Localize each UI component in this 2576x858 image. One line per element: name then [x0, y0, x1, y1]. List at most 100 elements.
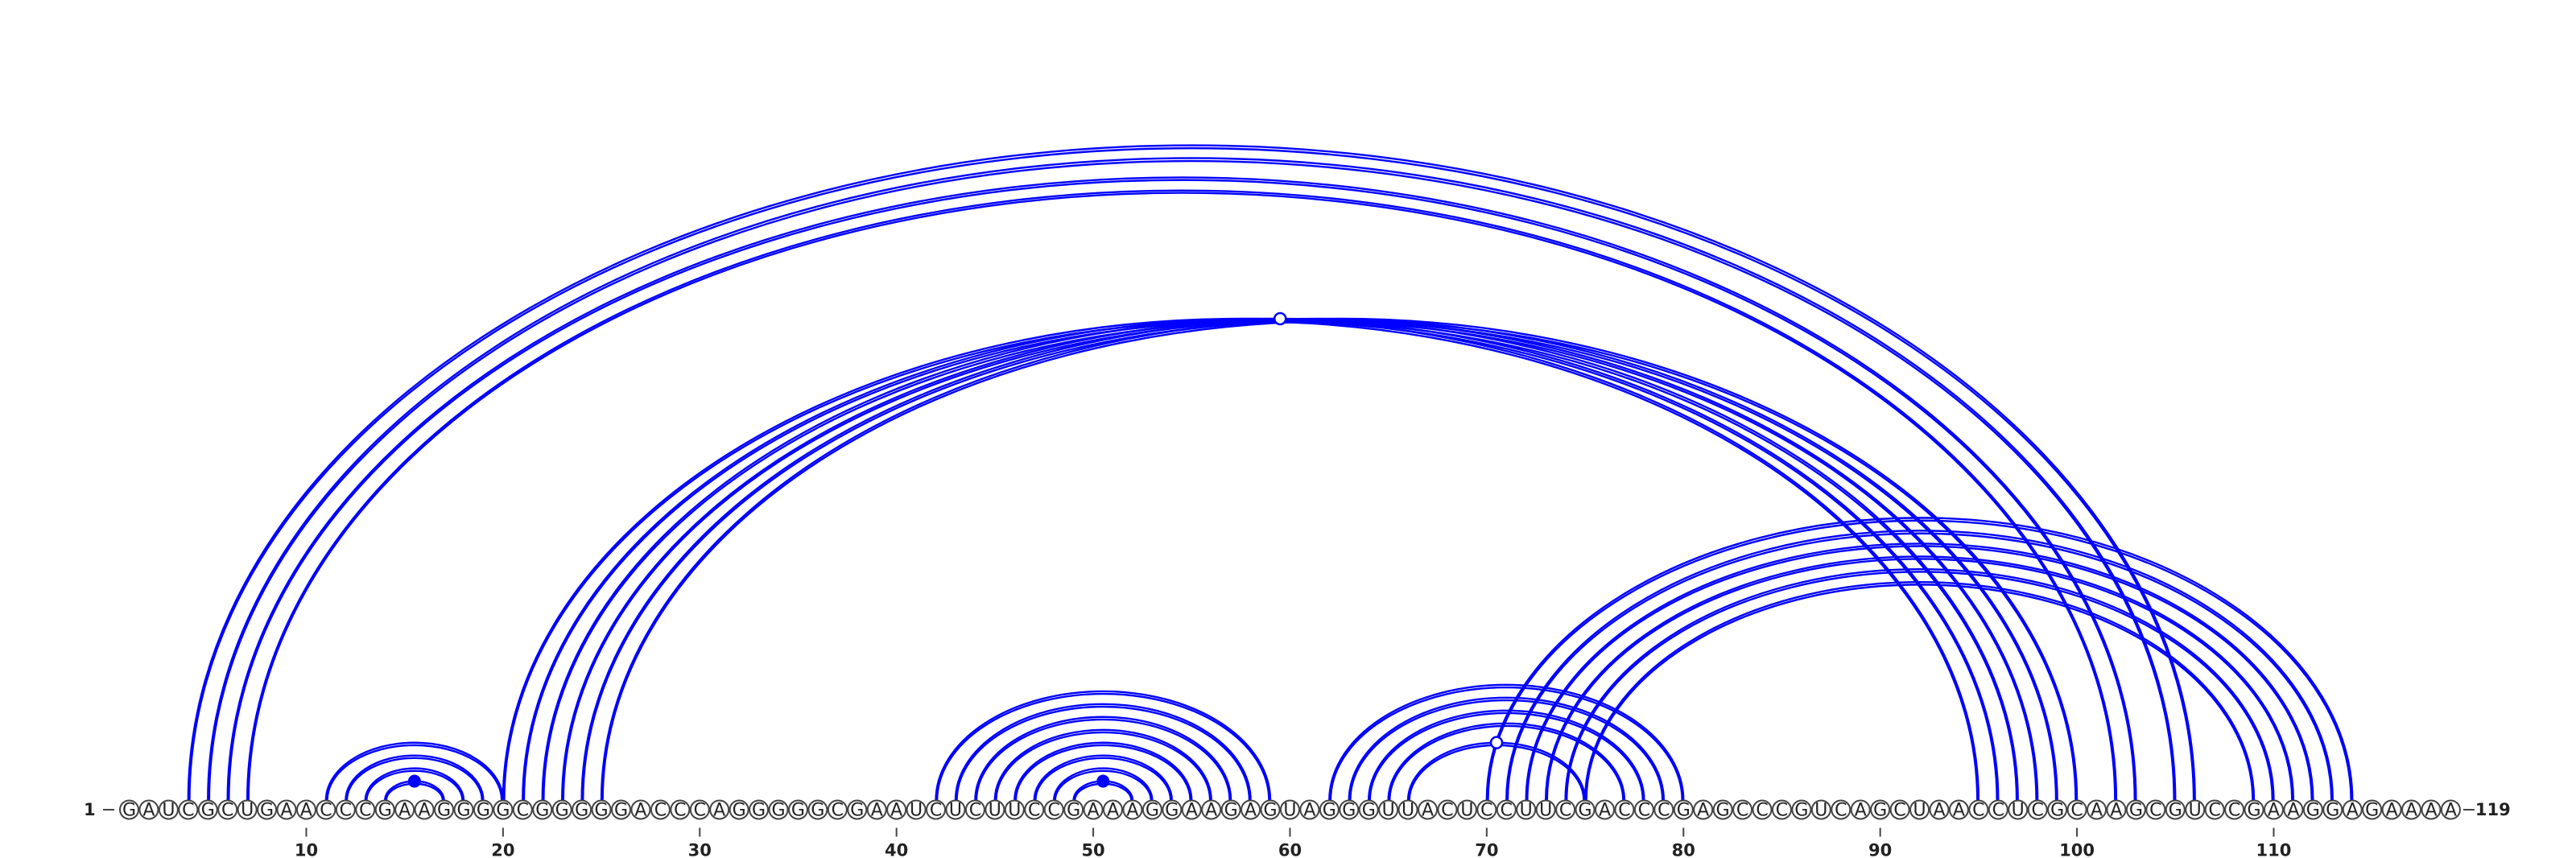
nucleotide-letter: G: [1263, 801, 1277, 821]
nucleotide-circle: [1575, 799, 1596, 820]
nucleotide-circle: [1889, 799, 1910, 820]
pair-arc: [974, 716, 1232, 801]
position-axis: 10 20 30 40 50 60 70 80 90 100 110: [295, 827, 2291, 858]
nucleotide-letter: C: [1501, 801, 1513, 821]
nucleotide-circle: [2087, 799, 2107, 820]
nucleotide-letter: G: [555, 801, 569, 821]
pair-arc: [1487, 519, 2352, 801]
nucleotide-letter: G: [733, 801, 746, 821]
pair-arc: [1034, 757, 1172, 801]
nucleotide-letter: A: [1245, 801, 1257, 821]
pair-arc: [600, 317, 2079, 801]
nucleotide-letter: G: [2169, 801, 2182, 821]
nucleotide-letter: A: [1186, 801, 1198, 821]
nucleotide-letter: G: [850, 801, 864, 821]
nucleotide-circle: [1693, 799, 1714, 820]
nucleotide-letter: A: [1855, 801, 1867, 821]
nucleotide-letter: C: [1618, 801, 1630, 821]
pair-arc: [522, 317, 2000, 801]
nucleotide-letter: C: [674, 801, 686, 821]
nucleotide-circle: [2322, 799, 2343, 820]
nucleotide-letter: C: [517, 801, 529, 821]
pair-arc: [1564, 568, 2275, 801]
nucleotide-circle: [414, 799, 435, 820]
nucleotide-letter: U: [2189, 801, 2202, 821]
nucleotide-circle: [335, 799, 356, 820]
position-tick-label: 90: [1868, 841, 1892, 858]
nucleotide-letter: C: [2031, 801, 2043, 821]
nucleotide-letter: C: [340, 801, 352, 821]
nucleotide-circle: [572, 799, 592, 820]
nucleotide-letter: A: [2091, 801, 2103, 821]
nucleotide-letter: G: [752, 801, 766, 821]
nucleotide-circle: [1771, 799, 1792, 820]
nucleotide-circle: [768, 799, 789, 820]
nucleotide-letter: C: [1992, 801, 2004, 821]
nucleotide-circle: [237, 799, 258, 820]
pair-arc: [228, 179, 2136, 801]
nucleotide-letter: G: [122, 801, 136, 821]
pair-arc: [1389, 724, 1624, 801]
position-tick-label: 100: [2059, 841, 2095, 858]
nucleotide-circle: [2263, 799, 2284, 820]
nucleotide-circle: [1831, 799, 1852, 820]
nucleotide-letter: G: [2306, 801, 2320, 821]
nucleotide-letter: U: [1382, 801, 1395, 821]
pair-arc: [935, 690, 1272, 801]
nucleotide-letter: G: [1146, 801, 1159, 821]
nucleotide-circle: [2066, 799, 2087, 820]
nucleotide-letter: G: [1165, 801, 1179, 821]
nucleotide-circle: [1752, 799, 1773, 820]
position-tick-label: 40: [885, 841, 908, 858]
nucleotide-circle: [1378, 799, 1399, 820]
nucleotide-letter: A: [634, 801, 646, 821]
nucleotide-circle: [1437, 799, 1458, 820]
nucleotide-letter: G: [811, 801, 824, 821]
nucleotide-letter: U: [989, 801, 1001, 821]
nucleotide-circle: [1595, 799, 1615, 820]
nucleotide-circle: [2165, 799, 2186, 820]
nucleotide-circle: [2106, 799, 2127, 820]
nucleotide-circle: [1968, 799, 1989, 820]
nucleotide-circle: [1870, 799, 1891, 820]
nucleotide-circle: [807, 799, 828, 820]
nucleotide-circle: [670, 799, 691, 820]
nucleotide-letter: C: [2149, 801, 2161, 821]
nucleotide-circle: [2362, 799, 2383, 820]
nucleotide-letter: A: [280, 801, 292, 821]
start-position-label: 1: [84, 800, 96, 819]
nucleotide-letter: C: [1480, 801, 1492, 821]
nucleotide-circle: [2008, 799, 2029, 820]
nucleotide-letter: C: [1559, 801, 1571, 821]
nucleotide-circle: [1673, 799, 1694, 820]
nucleotide-letter: G: [456, 801, 470, 821]
nucleotide-letter: G: [201, 801, 215, 821]
nucleotide-circle: [2381, 799, 2402, 820]
pair-arc: [562, 320, 2037, 801]
nucleotide-letter: A: [2425, 801, 2437, 821]
pair-arc: [1583, 581, 2256, 801]
nucleotide-circle: [945, 799, 966, 820]
nucleotide-letter: U: [162, 801, 175, 821]
nucleotide-circle: [1181, 799, 1202, 820]
nucleotide-letter: A: [2347, 801, 2359, 821]
nucleotide-letter: C: [1047, 801, 1059, 821]
nucleotide-letter: A: [1599, 801, 1611, 821]
nucleotide-circle: [1633, 799, 1654, 820]
pair-arc: [1013, 741, 1193, 801]
nucleotide-letter: G: [496, 801, 510, 821]
nucleotide-letter: G: [1677, 801, 1690, 821]
nucleotide-letter: U: [1008, 801, 1021, 821]
nucleotide-letter: G: [1342, 801, 1356, 821]
nucleotide-letter: U: [1402, 801, 1414, 821]
nucleotide-letter: A: [871, 801, 883, 821]
nucleotide-circle: [1122, 799, 1143, 820]
nucleotide-letter: A: [2268, 801, 2280, 821]
nucleotide-letter: G: [437, 801, 451, 821]
pair-arc: [1368, 712, 1644, 801]
nucleotide-circle: [355, 799, 376, 820]
nucleotide-letter: U: [910, 801, 923, 821]
nucleotide-letter: C: [1657, 801, 1670, 821]
nucleotide-circle: [847, 799, 868, 820]
